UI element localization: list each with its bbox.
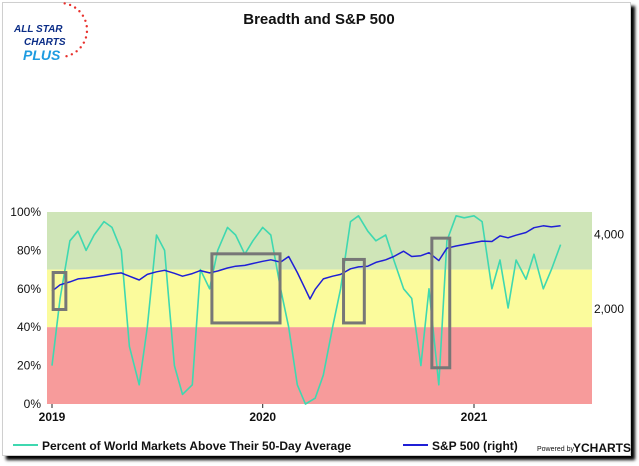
series-lines	[51, 215, 562, 405]
breadth-series-line	[51, 215, 562, 405]
logo-dot	[73, 6, 77, 9]
logo-dot	[85, 25, 88, 28]
legend: Percent of World Markets Above Their 50-…	[13, 439, 518, 453]
left-tick-label: 0%	[24, 397, 42, 411]
sp500-series-line	[51, 225, 561, 300]
zone-green	[47, 212, 592, 270]
logo-dot	[85, 30, 89, 34]
breadth-zones	[47, 212, 592, 404]
left-tick-label: 100%	[10, 205, 41, 219]
logo-dot	[81, 14, 85, 17]
left-tick-label: 60%	[17, 282, 41, 296]
left-tick-label: 20%	[17, 359, 41, 373]
highlight-boxes	[51, 236, 452, 370]
logo-line-1: ALL STAR	[13, 24, 63, 35]
logo-dot	[79, 46, 82, 49]
right-tick-label: 2,000	[594, 302, 624, 316]
highlight-box	[51, 271, 68, 311]
logo-dot	[84, 36, 88, 39]
right-tick-label: 4,000	[594, 227, 624, 241]
logo-line-3: PLUS	[23, 47, 61, 63]
legend-label-sp500: S&P 500 (right)	[432, 439, 518, 453]
legend-label-breadth: Percent of World Markets Above Their 50-…	[42, 439, 352, 453]
logo-dot	[82, 41, 86, 44]
x-tick-label: 2021	[461, 410, 488, 424]
logo-dot	[65, 54, 68, 58]
highlight-box	[210, 252, 282, 325]
logo-dot	[84, 19, 87, 22]
right-axis-ticks: 4,000 2,000	[594, 227, 624, 316]
logo-dot	[68, 3, 72, 7]
logo-dot	[78, 10, 81, 13]
left-tick-label: 80%	[17, 243, 41, 257]
logo-dot	[70, 53, 74, 56]
highlight-box	[430, 236, 452, 370]
left-axis-ticks: 100% 80% 60% 40% 20% 0%	[10, 205, 41, 411]
logo-line-2: CHARTS	[24, 37, 66, 48]
logo-dot-arc	[63, 2, 89, 58]
left-tick-label: 40%	[17, 320, 41, 334]
x-tick-label: 2019	[39, 410, 66, 424]
logo-dot	[75, 50, 78, 53]
chart-title: Breadth and S&P 500	[243, 11, 394, 28]
x-tick-label: 2020	[249, 410, 276, 424]
highlight-box	[342, 257, 366, 325]
logo: ALL STAR CHARTS PLUS	[13, 2, 89, 63]
ycharts-brand: YCHARTS	[573, 441, 631, 455]
logo-dot	[63, 2, 66, 5]
zone-red	[47, 327, 592, 404]
powered-by-text: Powered by	[537, 446, 574, 453]
x-axis-ticks: 2019 2020 2021	[39, 404, 488, 424]
